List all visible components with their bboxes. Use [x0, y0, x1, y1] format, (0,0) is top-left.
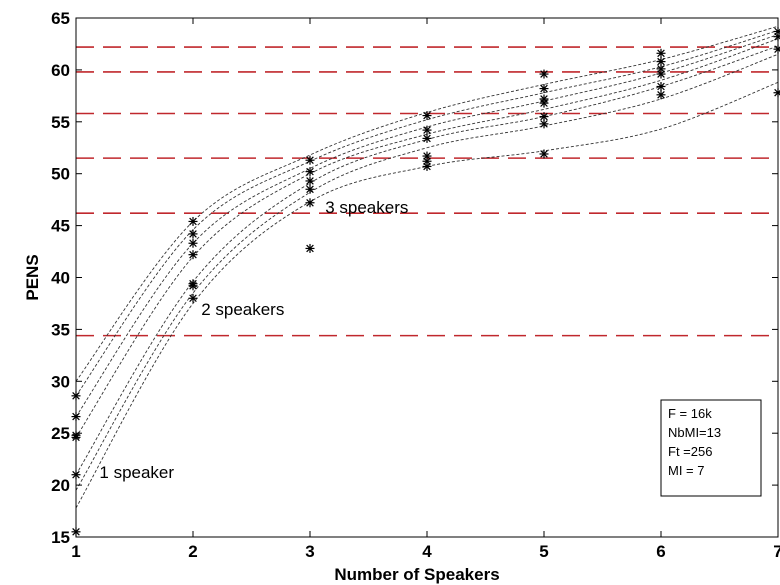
annotations: 1 speaker 2 speakers 3 speakers [99, 198, 408, 482]
annotation-label: 2 speakers [201, 300, 284, 319]
y-tick-label: 30 [51, 372, 70, 391]
info-line: Ft =256 [668, 444, 712, 459]
data-point-stroke [540, 150, 548, 158]
data-point [656, 90, 666, 100]
data-point [539, 94, 549, 104]
data-point-stroke [657, 65, 665, 73]
data-point [188, 279, 198, 289]
data-point-stroke [306, 156, 314, 165]
y-tick-label: 15 [51, 528, 70, 547]
data-point [305, 198, 315, 208]
data-point [188, 293, 198, 303]
data-point-stroke [657, 49, 665, 58]
info-line: MI = 7 [668, 463, 705, 478]
data-point [422, 151, 432, 161]
data-point [539, 112, 549, 122]
data-point-stroke [540, 70, 548, 78]
y-tick-label: 35 [51, 320, 70, 339]
data-point [773, 88, 780, 98]
data-point-stroke [423, 134, 431, 143]
data-point-stroke [189, 239, 197, 248]
fit-curve [75, 38, 779, 438]
y-tick-label: 65 [51, 9, 70, 28]
x-axis-label: Number of Speakers [334, 565, 499, 584]
fit-curve [75, 53, 779, 491]
y-tick-label: 55 [51, 113, 70, 132]
data-point [305, 155, 315, 165]
y-tick-label: 60 [51, 61, 70, 80]
data-point-stroke [306, 177, 314, 185]
info-box-frame [660, 399, 762, 497]
data-point-stroke [306, 244, 314, 253]
annotation-label: 3 speakers [325, 198, 408, 217]
data-point-stroke [189, 279, 197, 288]
y-tick-label: 20 [51, 476, 70, 495]
data-point [656, 64, 666, 74]
data-point [539, 149, 549, 159]
threshold-lines [76, 46, 778, 337]
data-point [305, 167, 315, 177]
y-tick-label: 45 [51, 217, 70, 236]
data-point-stroke [657, 82, 665, 91]
data-point-stroke [423, 126, 431, 134]
data-point-stroke [540, 95, 548, 103]
info-box: F = 16k NbMI=13 Ft =256 MI = 7 [660, 399, 762, 497]
data-point-stroke [540, 112, 548, 121]
data-point [188, 229, 198, 239]
data-point-stroke [306, 167, 314, 176]
data-point [539, 84, 549, 94]
data-point [188, 216, 198, 226]
fit-curve [75, 25, 779, 382]
x-tick-label: 3 [305, 542, 314, 561]
info-line: F = 16k [668, 406, 712, 421]
data-point-stroke [189, 217, 197, 226]
data-point [305, 184, 315, 194]
data-point-stroke [423, 152, 431, 160]
data-point-stroke [189, 250, 197, 259]
info-line: NbMI=13 [668, 425, 721, 440]
fit-curve [75, 30, 779, 397]
data-point [656, 82, 666, 92]
data-point [656, 48, 666, 58]
data-point [656, 57, 666, 67]
data-point [188, 238, 198, 248]
data-point [188, 250, 198, 260]
y-tick-label: 50 [51, 165, 70, 184]
data-point-stroke [540, 120, 548, 128]
x-tick-label: 5 [539, 542, 548, 561]
data-point [422, 133, 432, 143]
y-axis-label: PENS [23, 254, 42, 300]
annotation-label: 1 speaker [99, 463, 174, 482]
x-tick-label: 4 [422, 542, 432, 561]
data-point [422, 111, 432, 121]
x-tick-label: 6 [656, 542, 665, 561]
data-point [539, 69, 549, 79]
y-tick-label: 25 [51, 424, 70, 443]
y-tick-label: 40 [51, 269, 70, 288]
data-point [422, 125, 432, 135]
data-point-stroke [657, 57, 665, 66]
x-tick-label: 1 [71, 542, 80, 561]
x-tick-label: 2 [188, 542, 197, 561]
data-point-stroke [657, 91, 665, 99]
data-point-stroke [306, 185, 314, 194]
x-tick-label: 7 [773, 542, 780, 561]
data-point-stroke [423, 111, 431, 120]
data-point-stroke [189, 230, 197, 238]
data-point-stroke [189, 294, 197, 303]
fit-curve [75, 81, 779, 509]
data-point-stroke [306, 198, 314, 207]
data-point-stroke [540, 84, 548, 93]
fit-curve [75, 34, 779, 417]
data-point [539, 119, 549, 129]
data-point [305, 176, 315, 186]
data-point [305, 243, 315, 253]
